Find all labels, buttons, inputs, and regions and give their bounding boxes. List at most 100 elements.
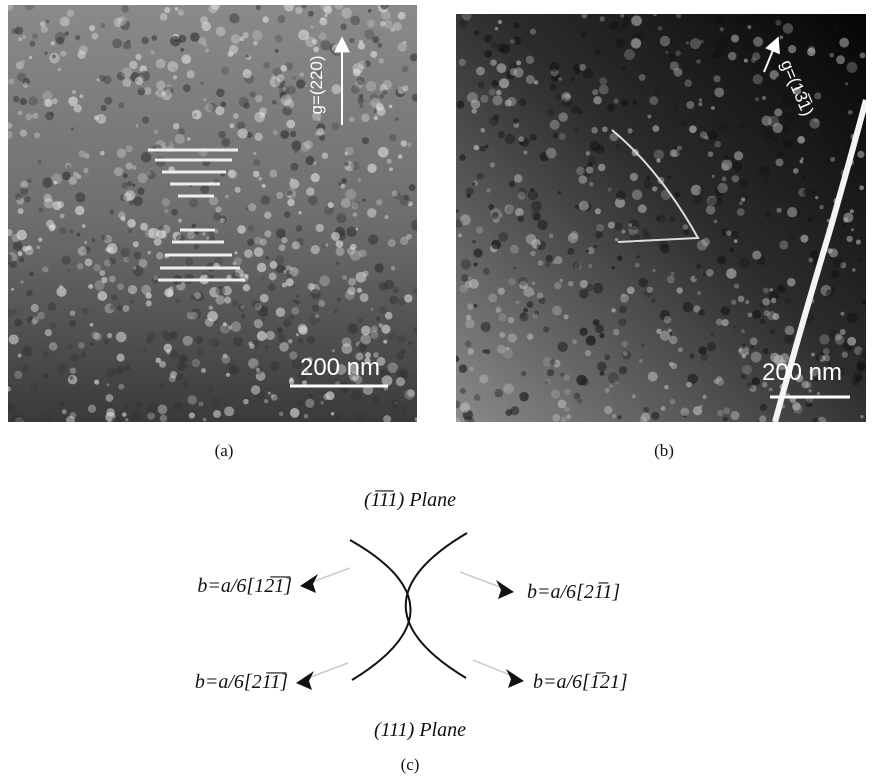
texture: [734, 284, 739, 289]
texture: [474, 146, 479, 151]
texture: [538, 260, 544, 266]
texture: [459, 59, 466, 66]
texture: [336, 247, 345, 256]
texture: [322, 153, 329, 160]
texture: [264, 399, 268, 403]
texture: [516, 60, 521, 65]
texture: [396, 367, 406, 377]
texture: [123, 257, 129, 263]
texture: [537, 293, 543, 299]
texture: [799, 160, 803, 164]
texture: [203, 43, 207, 47]
texture: [664, 316, 672, 324]
texture: [411, 220, 422, 231]
texture: [817, 392, 820, 395]
texture: [707, 342, 716, 351]
texture: [616, 144, 621, 149]
texture: [597, 362, 607, 372]
texture: [356, 77, 364, 85]
texture: [526, 75, 535, 84]
texture: [253, 152, 256, 155]
texture: [859, 349, 869, 359]
texture: [292, 76, 296, 80]
texture: [60, 214, 65, 219]
texture: [176, 373, 183, 380]
texture: [408, 341, 412, 345]
texture: [777, 284, 786, 293]
texture: [91, 331, 99, 339]
texture: [216, 286, 226, 296]
texture: [718, 123, 727, 132]
texture: [852, 268, 855, 271]
texture: [587, 162, 592, 167]
texture: [397, 335, 405, 343]
texture: [632, 190, 642, 200]
texture: [510, 39, 515, 44]
texture: [779, 240, 788, 249]
texture: [389, 332, 397, 340]
texture: [296, 79, 305, 88]
texture: [612, 414, 616, 418]
texture: [261, 195, 270, 204]
texture: [14, 310, 17, 313]
texture: [460, 388, 466, 394]
texture: [656, 216, 660, 220]
panel-label: (c): [401, 755, 420, 774]
texture: [237, 225, 246, 234]
texture: [595, 208, 601, 214]
texture: [496, 90, 501, 95]
texture: [465, 341, 472, 348]
texture: [7, 4, 13, 10]
texture: [148, 228, 159, 239]
texture: [139, 259, 148, 268]
texture: [722, 177, 727, 182]
texture: [106, 383, 109, 386]
texture: [527, 301, 534, 308]
texture: [412, 94, 420, 102]
texture: [360, 293, 369, 302]
texture: [378, 147, 389, 158]
texture: [588, 264, 592, 268]
texture: [43, 373, 48, 378]
texture: [680, 408, 689, 417]
texture: [608, 222, 615, 229]
texture: [305, 156, 314, 165]
texture: [97, 291, 107, 301]
texture: [728, 52, 737, 61]
texture: [593, 96, 601, 104]
texture: [630, 173, 638, 181]
tem-image-a: g=(220) 200 nm: [4, 1, 422, 428]
texture: [178, 9, 184, 15]
texture: [530, 251, 535, 256]
texture: [189, 198, 198, 207]
texture: [604, 406, 612, 414]
texture: [77, 263, 83, 269]
texture: [457, 101, 465, 109]
texture: [734, 151, 743, 160]
texture: [731, 300, 736, 305]
texture: [254, 247, 264, 257]
texture: [367, 163, 376, 172]
texture: [708, 197, 717, 206]
texture: [396, 377, 405, 386]
texture: [201, 82, 204, 85]
texture: [413, 288, 419, 294]
texture: [287, 199, 294, 206]
texture: [622, 67, 626, 71]
texture: [128, 285, 137, 294]
texture: [243, 284, 250, 291]
texture: [550, 62, 560, 72]
texture: [121, 67, 132, 78]
texture: [154, 238, 162, 246]
texture: [620, 14, 624, 18]
texture: [183, 84, 191, 92]
texture: [129, 61, 137, 69]
texture: [857, 257, 862, 262]
texture: [621, 22, 628, 29]
texture: [683, 229, 689, 235]
texture: [508, 333, 517, 342]
texture: [559, 279, 562, 282]
texture: [61, 256, 70, 265]
texture: [676, 13, 681, 18]
texture: [652, 125, 659, 132]
